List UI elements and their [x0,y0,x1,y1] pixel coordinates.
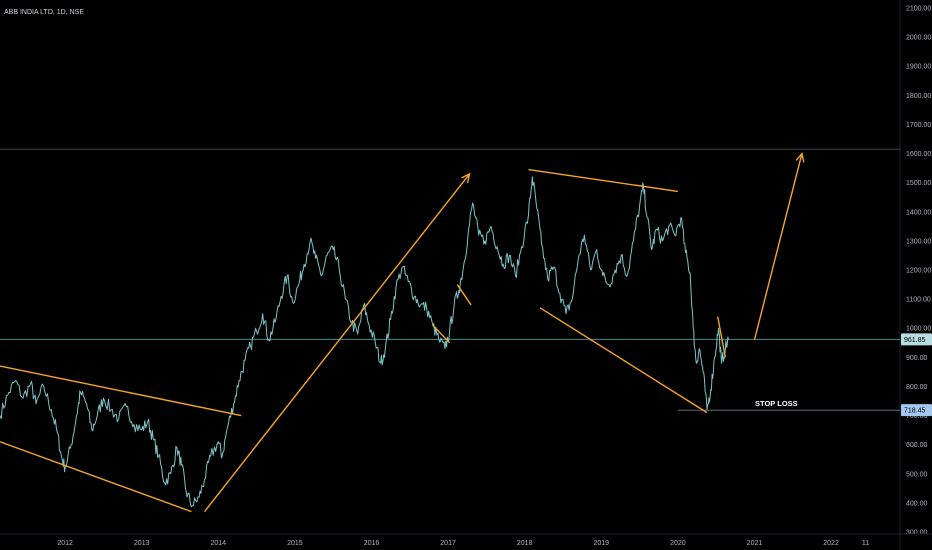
current-price-badge [901,333,932,346]
price-tick-label: 1700.00 [906,122,931,129]
trend-line [456,284,472,306]
price-tick-label: 1900.00 [906,64,931,71]
trend-line [528,168,678,193]
trend-drawings [0,151,805,513]
trend-line [203,173,471,513]
trend-line [717,316,727,358]
price-tick-label: 1600.00 [906,151,931,158]
price-tick-label: 1000.00 [906,326,931,333]
time-tick-label: 2015 [287,540,303,547]
stop-loss-text: STOP LOSS [755,399,798,408]
trend-line [0,441,192,513]
time-tick-label: 2012 [57,540,73,547]
level-lines [0,148,900,411]
price-tick-label: 800.00 [906,384,928,391]
time-tick-label: 2017 [440,540,456,547]
time-tick-label: 2016 [364,540,380,547]
price-tick-label: 700.00 [906,413,928,420]
price-tick-label: 1100.00 [906,297,931,304]
price-line [0,176,729,508]
price-badges: 961.85 718.45 STOP LOSS [755,333,932,417]
trend-line [753,153,803,341]
price-tick-label: 300.00 [906,530,928,537]
arrow-head [795,151,805,163]
trend-line [539,307,708,414]
price-tick-label: 600.00 [906,442,928,449]
price-tick-label: 1300.00 [906,238,931,245]
stop-loss-price-label: 718.45 [904,408,926,415]
current-price-label: 961.85 [904,337,926,344]
price-series [0,176,729,508]
price-tick-label: 1400.00 [906,209,931,216]
time-tick-label: 2013 [134,540,150,547]
time-tick-label: 11 [862,540,869,547]
time-axis[interactable]: 2012 2013 2014 2015 2016 2017 2018 2019 2020 2021… [0,533,932,547]
price-tick-label: 500.00 [906,471,928,478]
time-tick-label: 2019 [593,540,609,547]
time-tick-label: 2021 [747,540,763,547]
price-tick-label: 2100.00 [906,6,931,13]
arrow-head [461,172,471,183]
price-tick-label: 2000.00 [906,35,931,42]
price-axis[interactable]: 300.00 400.00 500.00 600.00 700.00 800.00 900.… [899,0,931,550]
symbol-title: ABB INDIA LTD, 1D, NSE [4,9,84,16]
price-tick-label: 400.00 [906,500,928,507]
price-tick-label: 1200.00 [906,268,931,275]
trend-line [0,365,242,417]
time-tick-label: 2014 [211,540,227,547]
trend-line [432,324,451,344]
price-tick-label: 1800.00 [906,93,931,100]
stop-loss-badge [901,404,932,417]
price-tick-label: 1500.00 [906,180,931,187]
time-tick-label: 2018 [517,540,533,547]
price-tick-label: 900.00 [906,355,928,362]
time-tick-label: 2020 [670,540,686,547]
time-tick-label: 2022 [823,540,839,547]
